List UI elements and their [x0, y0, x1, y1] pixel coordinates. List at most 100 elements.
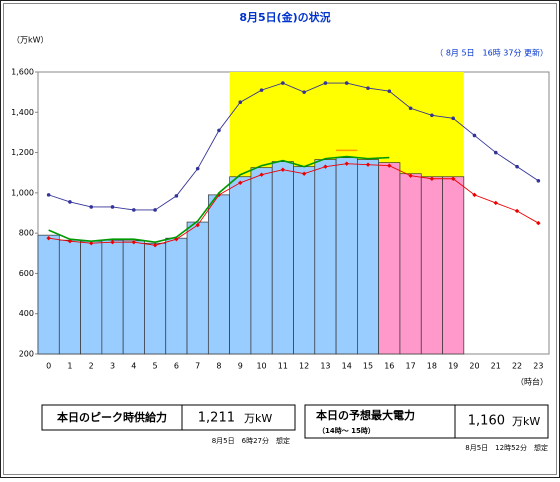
inner-frame [3, 3, 557, 475]
x-tick-label: 19 [448, 362, 458, 371]
point [301, 171, 307, 176]
bar [335, 157, 358, 355]
point [514, 208, 520, 214]
y-tick-label: 800 [19, 229, 34, 238]
point [132, 208, 136, 212]
bar [101, 239, 124, 355]
point [281, 81, 285, 85]
x-tick-label: 22 [512, 362, 522, 371]
y-tick-label: 1,200 [11, 148, 34, 157]
point [174, 194, 179, 198]
point [323, 81, 328, 85]
point [153, 208, 157, 212]
point [493, 150, 498, 155]
x-tick-label: 21 [491, 362, 501, 371]
point [259, 88, 264, 92]
demand-unit: 万kW [512, 415, 540, 428]
y-tick-label: 1,400 [11, 108, 34, 117]
bar [314, 159, 337, 355]
point [217, 128, 221, 133]
demand-value: 1,160 [468, 414, 505, 429]
point [280, 167, 286, 172]
point [46, 235, 51, 241]
point [152, 243, 158, 248]
y-tick-label: 400 [19, 309, 34, 318]
bar [293, 166, 316, 355]
demand-value-box [454, 404, 549, 439]
y-tick-label: 1,000 [11, 188, 34, 197]
point [430, 113, 434, 118]
x-tick-label: 4 [131, 362, 136, 371]
x-tick-label: 0 [46, 362, 51, 371]
point [408, 106, 413, 111]
bar [58, 239, 81, 355]
supply-box [41, 404, 183, 431]
y-tick-label: 600 [19, 269, 34, 278]
point [195, 166, 200, 171]
series-line [48, 163, 539, 246]
x-tick-label: 23 [533, 362, 543, 371]
x-tick-label: 3 [110, 362, 115, 371]
point [89, 205, 94, 209]
point [46, 193, 51, 197]
point [536, 220, 541, 226]
x-tick-label: 14 [342, 362, 352, 371]
y-tick-label: 1,600 [11, 68, 34, 77]
x-tick-label: 6 [174, 362, 179, 371]
point [302, 90, 306, 94]
bar [399, 173, 422, 355]
point [89, 241, 94, 246]
series-line [48, 155, 390, 244]
bar [37, 234, 60, 355]
point [493, 200, 498, 206]
y-tick-label: 200 [19, 350, 34, 359]
supply-value: 1,211 [198, 411, 235, 426]
bar [122, 240, 145, 355]
x-tick-label: 2 [89, 362, 94, 371]
x-tick-label: 12 [299, 362, 309, 371]
supply-unit: 万kW [244, 412, 272, 425]
point [110, 205, 115, 209]
bar [357, 159, 380, 355]
x-tick-label: 17 [406, 362, 416, 371]
y-axis-label: （万kW） [12, 36, 49, 45]
point [67, 239, 73, 244]
point [536, 178, 541, 183]
point [365, 162, 371, 167]
point [515, 164, 519, 169]
point [429, 176, 435, 181]
bar [420, 176, 443, 355]
point [472, 192, 477, 198]
point [344, 81, 349, 85]
point [408, 173, 413, 178]
x-tick-label: 1 [67, 362, 72, 371]
x-axis-label: （時台） [516, 377, 548, 387]
supply-label: 本日のピーク時供給力 [57, 410, 167, 424]
point [110, 240, 115, 245]
point [323, 164, 328, 169]
point [131, 240, 137, 245]
demand-note: 8月5日 12時52分 想定 [465, 443, 548, 452]
point [238, 100, 243, 105]
bar [186, 221, 209, 355]
bar [250, 167, 273, 355]
series-line [48, 82, 539, 211]
point [344, 161, 349, 166]
point [238, 180, 243, 185]
x-tick-label: 5 [153, 362, 158, 371]
point [451, 116, 455, 121]
supply-note: 8月5日 6時27分 想定 [212, 436, 290, 445]
point [387, 163, 392, 168]
demand-sub: （14時～ 15時） [318, 426, 375, 435]
bar [378, 162, 401, 355]
x-tick-label: 13 [320, 362, 330, 371]
bar [207, 194, 230, 355]
demand-box [304, 404, 456, 439]
bar [442, 176, 465, 355]
bar [229, 176, 252, 355]
x-tick-label: 16 [384, 362, 394, 371]
bar [144, 242, 167, 355]
point [472, 133, 477, 138]
demand-label: 本日の予想最大電力 [316, 408, 415, 422]
bar [80, 240, 103, 355]
